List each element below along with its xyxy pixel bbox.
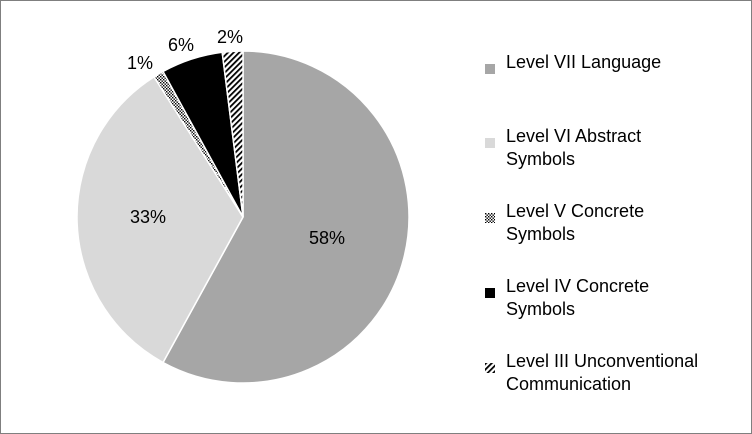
- data-labels: 58% 33% 1% 6% 2%: [127, 27, 345, 248]
- legend-swatch-2: [485, 132, 495, 148]
- legend-label-line: Level VI Abstract: [506, 126, 642, 146]
- legend-label-5: Level III Unconventional Communication: [506, 350, 746, 396]
- legend-label-line: Symbols: [506, 299, 576, 319]
- legend-label-line: Symbols: [506, 224, 576, 244]
- legend-label-line: Level IV Concrete: [506, 276, 650, 296]
- data-label-4: 6%: [168, 35, 194, 55]
- legend-label-line: Level III Unconventional: [506, 351, 699, 371]
- legend-label-3: Level V Concrete Symbols: [506, 200, 746, 246]
- data-label-5: 2%: [217, 27, 243, 47]
- data-label-3: 1%: [127, 53, 153, 73]
- data-label-1: 58%: [309, 228, 345, 248]
- legend-label-line: Communication: [506, 374, 632, 394]
- legend-label-line: Symbols: [506, 149, 576, 169]
- legend-swatch-1: [485, 58, 495, 74]
- legend-swatch-3: [485, 207, 495, 223]
- legend-label-4: Level IV Concrete Symbols: [506, 275, 746, 321]
- pie-slice-2: [76, 75, 244, 364]
- legend-label-1: Level VII Language: [506, 51, 746, 74]
- legend-swatch-5: [485, 357, 495, 373]
- legend-label-line: Level VII Language: [506, 52, 662, 72]
- pie-slice-5: [221, 50, 244, 218]
- pie-slices: [76, 50, 410, 384]
- legend-swatch-4: [485, 282, 495, 298]
- pie-slice-1: [162, 50, 410, 384]
- data-label-2: 33%: [130, 207, 166, 227]
- legend-label-line: Level V Concrete: [506, 201, 645, 221]
- legend-label-2: Level VI Abstract Symbols: [506, 125, 746, 171]
